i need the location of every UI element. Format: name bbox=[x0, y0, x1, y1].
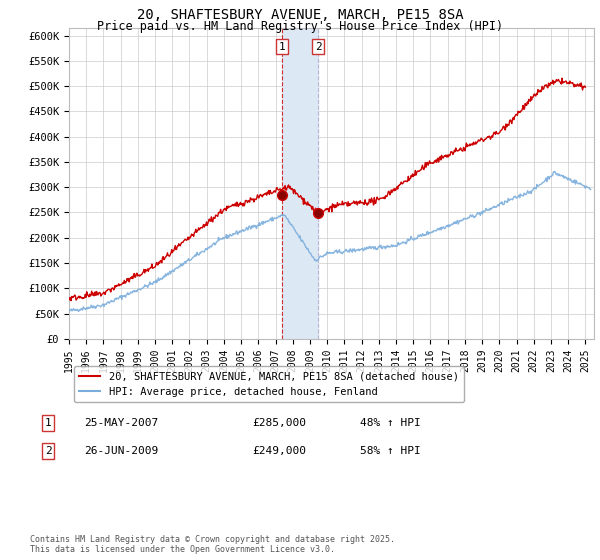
Text: 2: 2 bbox=[315, 41, 322, 52]
Bar bbox=[282, 28, 318, 339]
Legend: 20, SHAFTESBURY AVENUE, MARCH, PE15 8SA (detached house), HPI: Average price, de: 20, SHAFTESBURY AVENUE, MARCH, PE15 8SA … bbox=[74, 366, 464, 402]
Text: 48% ↑ HPI: 48% ↑ HPI bbox=[360, 418, 421, 428]
Text: Price paid vs. HM Land Registry's House Price Index (HPI): Price paid vs. HM Land Registry's House … bbox=[97, 20, 503, 32]
Text: 25-MAY-2007: 25-MAY-2007 bbox=[84, 418, 158, 428]
Text: 1: 1 bbox=[279, 41, 286, 52]
Text: 58% ↑ HPI: 58% ↑ HPI bbox=[360, 446, 421, 456]
Text: £285,000: £285,000 bbox=[252, 418, 306, 428]
Text: 20, SHAFTESBURY AVENUE, MARCH, PE15 8SA: 20, SHAFTESBURY AVENUE, MARCH, PE15 8SA bbox=[137, 8, 463, 22]
Text: £249,000: £249,000 bbox=[252, 446, 306, 456]
Text: 1: 1 bbox=[44, 418, 52, 428]
Text: 26-JUN-2009: 26-JUN-2009 bbox=[84, 446, 158, 456]
Text: Contains HM Land Registry data © Crown copyright and database right 2025.
This d: Contains HM Land Registry data © Crown c… bbox=[30, 535, 395, 554]
Text: 2: 2 bbox=[44, 446, 52, 456]
